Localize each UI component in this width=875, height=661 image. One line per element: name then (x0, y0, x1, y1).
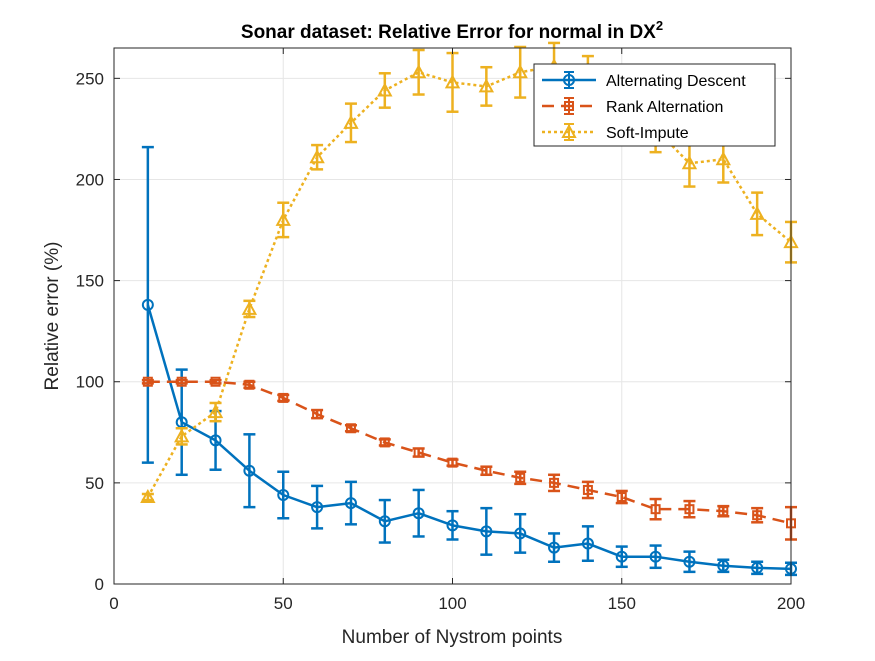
data-point (278, 392, 289, 403)
legend-label: Soft-Impute (606, 125, 689, 142)
y-tick-label: 250 (76, 69, 104, 88)
chart-title-superscript: 2 (656, 18, 663, 33)
y-tick-label: 200 (76, 170, 104, 189)
data-point (207, 403, 224, 419)
data-point (446, 519, 459, 532)
data-point (616, 492, 627, 503)
data-point (243, 464, 256, 477)
legend: Alternating Descent Rank Alternation Soft-… (533, 63, 776, 147)
chart-title-main: Sonar dataset: Relative Error for normal… (241, 22, 656, 43)
data-point (241, 300, 258, 315)
data-point (277, 489, 290, 502)
data-point (718, 506, 729, 517)
data-point (514, 527, 527, 540)
series-line (147, 380, 792, 525)
data-point (684, 504, 695, 515)
data-point (378, 515, 391, 528)
data-point (478, 78, 495, 93)
data-point (681, 155, 698, 170)
data-point (752, 510, 763, 521)
data-point (410, 64, 427, 79)
data-point (244, 379, 255, 390)
legend-marker (563, 74, 575, 86)
data-point (140, 488, 156, 504)
data-point (209, 434, 222, 447)
data-point (751, 561, 764, 574)
data-point (512, 64, 528, 79)
data-point (311, 501, 324, 514)
data-point (717, 559, 730, 572)
data-point (174, 428, 190, 443)
x-axis-label: Number of Nystrom points (342, 627, 563, 648)
data-point (343, 114, 359, 129)
data-point (548, 541, 561, 554)
data-point (715, 151, 731, 166)
data-point (615, 550, 628, 563)
x-tick-label: 100 (438, 594, 466, 613)
legend-marker (561, 123, 577, 138)
series-alternating-descent (141, 145, 797, 577)
data-point (582, 484, 593, 495)
data-point (480, 525, 493, 538)
data-point (649, 550, 662, 563)
x-tick-label: 50 (274, 594, 293, 613)
data-point (650, 504, 661, 515)
data-point (142, 376, 153, 387)
data-point (210, 376, 221, 387)
legend-marker (564, 101, 574, 111)
y-tick-label: 50 (85, 474, 104, 493)
data-point (581, 537, 594, 550)
data-point (481, 465, 492, 476)
chart-title: Sonar dataset: Relative Error for normal… (241, 18, 663, 43)
data-point (683, 555, 696, 568)
axis-ticks: 0 50 100 150 200 0 50 100 150 200 250 (76, 48, 805, 613)
data-point (309, 149, 325, 164)
y-tick-label: 150 (76, 272, 104, 291)
y-tick-label: 100 (76, 373, 104, 392)
data-point (176, 376, 187, 387)
legend-label: Rank Alternation (606, 99, 723, 116)
x-tick-label: 150 (608, 594, 636, 613)
data-point (413, 447, 424, 458)
data-point (344, 497, 357, 510)
data-point (312, 409, 323, 420)
data-point (515, 472, 526, 483)
data-point (275, 211, 291, 226)
data-point (444, 74, 461, 89)
data-point (345, 423, 356, 434)
data-point (749, 205, 765, 220)
data-point (141, 298, 154, 311)
x-tick-label: 200 (777, 594, 805, 613)
y-axis-label: Relative error (%) (42, 242, 63, 391)
data-point (447, 457, 458, 468)
data-point (377, 82, 393, 97)
series-line (146, 64, 792, 498)
data-point (412, 507, 425, 520)
y-tick-label: 0 (95, 575, 104, 594)
data-point (379, 437, 390, 448)
data-point (549, 477, 560, 488)
x-tick-label: 0 (109, 594, 118, 613)
legend-label: Alternating Descent (606, 73, 746, 90)
